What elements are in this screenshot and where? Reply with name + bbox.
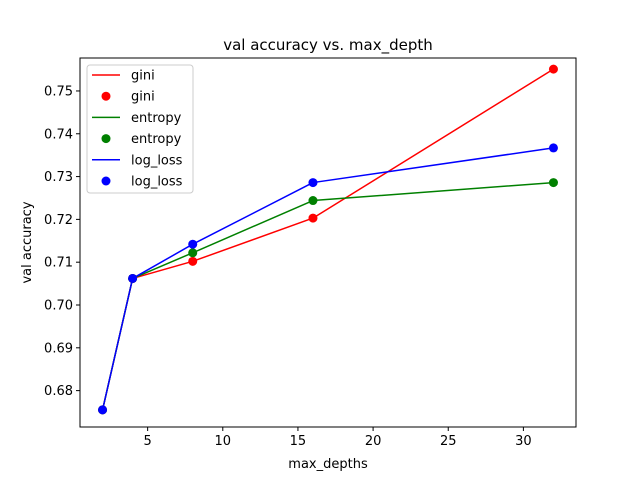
y-tick-label: 0.72 [44,213,73,228]
x-axis-label: max_depths [288,457,368,472]
y-tick-label: 0.71 [44,256,73,271]
y-tick-label: 0.73 [44,170,73,185]
data-point-gini [548,64,558,74]
data-point-entropy [188,248,198,258]
data-point-log_loss [188,239,198,249]
y-tick-label: 0.70 [44,298,73,313]
x-tick-label: 5 [143,434,151,449]
y-tick-label: 0.69 [44,341,73,356]
legend-marker-swatch [101,134,111,144]
legend-label: entropy [131,132,182,147]
series-layer [98,64,558,415]
chart-title: val accuracy vs. max_depth [223,36,433,55]
legend-marker-swatch [101,91,111,101]
x-tick-label: 10 [215,434,232,449]
x-tick-label: 20 [365,434,382,449]
y-tick-label: 0.74 [44,127,73,142]
data-point-log_loss [548,143,558,153]
legend-label: entropy [131,111,182,126]
legend-label: log_loss [131,175,183,190]
axes-layer: 5 10 15 20 25 30 0.68 0.69 0.70 0.71 0.72 0.73 0.74 0… [44,84,532,449]
x-tick-label: 30 [515,434,532,449]
y-axis-label: val accuracy [20,201,35,283]
data-point-log_loss [128,273,138,283]
legend-label: gini [131,69,155,84]
data-point-entropy [548,178,558,188]
legend-marker-swatch [101,176,111,186]
legend-label: log_loss [131,153,183,168]
data-point-gini [188,256,198,266]
data-point-log_loss [98,405,108,415]
legend-label: gini [131,90,155,105]
x-tick-label: 25 [440,434,457,449]
data-point-entropy [308,196,318,206]
y-tick-label: 0.68 [44,384,73,399]
legend-frame [86,64,194,194]
x-tick-label: 15 [290,434,307,449]
data-point-log_loss [308,178,318,188]
plot-border [79,57,577,428]
y-tick-label: 0.75 [44,84,73,99]
legend: gini gini entropy entropy log_loss log_loss [86,64,194,194]
data-point-gini [308,213,318,223]
